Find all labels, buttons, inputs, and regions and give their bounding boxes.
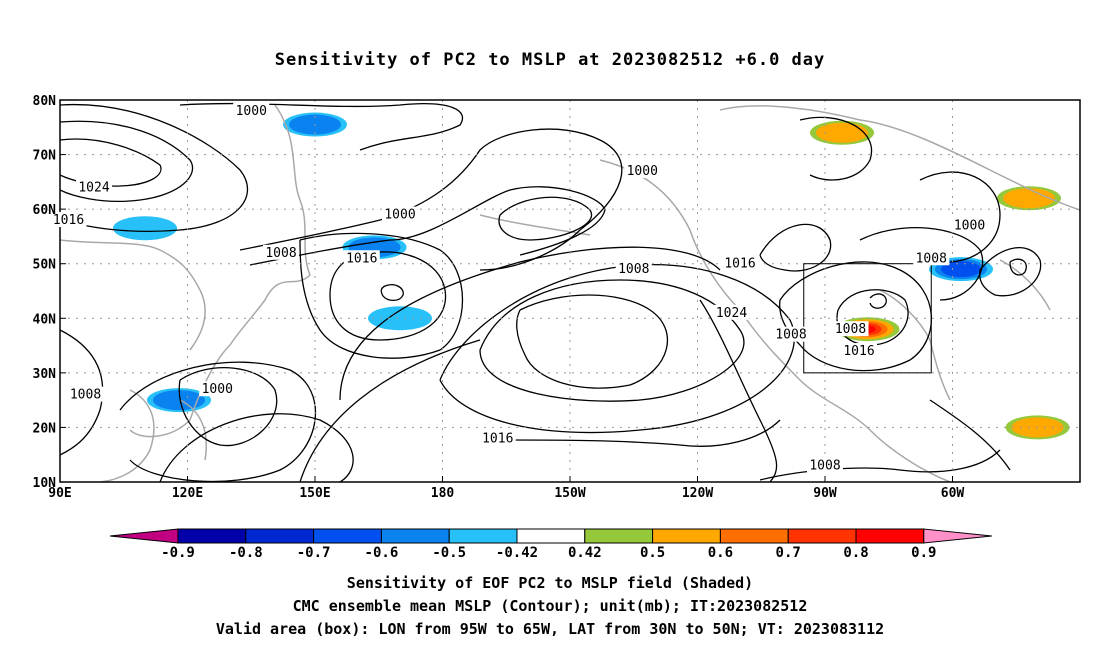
contour-label-bg	[50, 212, 87, 228]
colorbar-label: 0.9	[911, 545, 936, 561]
contour-label-bg	[343, 250, 380, 266]
contour-label-bg	[76, 179, 112, 195]
lat-label: 10N	[33, 476, 57, 491]
contour-label: 1008	[916, 251, 947, 266]
caption-shading: Sensitivity of EOF PC2 to MSLP field (Sh…	[346, 574, 754, 592]
colorbar-segment	[584, 528, 654, 544]
contour-label-bg	[832, 321, 869, 337]
colorbar-max-arrow	[923, 528, 992, 544]
contour-label-bg	[722, 255, 758, 271]
lon-label: 90E	[48, 486, 71, 501]
lat-label: 60N	[33, 203, 57, 218]
mslp-contours	[60, 102, 1042, 482]
lon-label: 150W	[554, 486, 585, 501]
colorbar-label: 0.6	[708, 545, 733, 561]
contour-label: 1000	[202, 382, 233, 397]
colorbar-segment	[245, 528, 315, 544]
lat-label: 50N	[33, 258, 57, 273]
colorbar: -0.9 -0.8 -0.7 -0.6 -0.5 -0.42 0.42 0.5 0.6 0.7 0.…	[109, 528, 992, 561]
colorbar-segment	[380, 528, 450, 544]
contour-label: 1008	[618, 262, 649, 277]
colorbar-segment	[516, 528, 586, 544]
contour-label-bg	[624, 162, 661, 178]
sensitivity-patch	[816, 122, 868, 143]
sensitivity-patch	[368, 306, 432, 331]
contour-labels: 1000 1024 1016 1000 1008 1016 1000 1008 1016 1024…	[50, 102, 988, 474]
colorbar-segment	[719, 528, 789, 544]
lat-label: 40N	[33, 312, 57, 327]
lon-label: 60W	[941, 486, 965, 501]
contour-label: 1016	[346, 251, 377, 266]
contour-label: 1008	[265, 246, 296, 261]
colorbar-segment	[313, 528, 382, 544]
contour-label-bg	[841, 343, 877, 359]
contour-label: 1016	[53, 213, 84, 228]
colorbar-label: -0.7	[297, 545, 331, 561]
sensitivity-shading	[113, 112, 1070, 440]
sensitivity-patch	[941, 261, 981, 278]
colorbar-min-arrow	[109, 528, 179, 544]
colorbar-label: 0.7	[776, 545, 801, 561]
contour-label-bg	[913, 250, 950, 266]
contour-label: 1016	[724, 257, 755, 272]
contour-label-bg	[615, 261, 652, 277]
contour-label: 1016	[482, 431, 513, 446]
contour-label-bg	[951, 217, 988, 233]
sensitivity-patch	[113, 216, 177, 241]
colorbar-label: -0.9	[161, 545, 195, 561]
colorbar-segment	[177, 528, 247, 544]
caption-valid-area: Valid area (box): LON from 95W to 65W, L…	[215, 620, 885, 638]
contour-label: 1024	[78, 180, 109, 195]
contour-label-bg	[67, 386, 104, 402]
coastlines	[60, 104, 1080, 482]
colorbar-label: 0.8	[843, 545, 868, 561]
contour-label-bg	[807, 457, 843, 473]
contour-label: 1008	[835, 322, 866, 337]
lat-label: 70N	[33, 149, 57, 164]
lat-label: 80N	[33, 94, 57, 109]
colorbar-segment	[787, 528, 857, 544]
contour-label-bg	[479, 430, 516, 446]
lon-label: 120W	[682, 486, 713, 501]
contour-label: 1000	[627, 164, 658, 179]
graticule	[60, 100, 1080, 482]
sensitivity-patch	[1003, 188, 1055, 209]
colorbar-segment	[855, 528, 925, 544]
colorbar-label: -0.8	[229, 545, 263, 561]
lat-label: 30N	[33, 367, 57, 382]
contour-label-bg	[263, 244, 299, 260]
colorbar-label: -0.42	[496, 545, 538, 561]
colorbar-label: -0.6	[365, 545, 399, 561]
contour-label-bg	[382, 206, 418, 222]
caption-contour: CMC ensemble mean MSLP (Contour); unit(m…	[292, 597, 808, 615]
lon-label: 150E	[299, 486, 330, 501]
contour-label: 1000	[954, 219, 985, 234]
colorbar-label: -0.5	[432, 545, 466, 561]
lat-label: 20N	[33, 421, 57, 436]
contour-label-bg	[233, 102, 270, 118]
map-title: Sensitivity of PC2 to MSLP at 2023082512…	[274, 50, 826, 70]
contour-label: 1016	[843, 344, 874, 359]
lon-label: 90W	[813, 486, 837, 501]
contour-label: 1008	[809, 459, 840, 474]
contour-label-bg	[773, 326, 809, 342]
valid-area-box	[803, 263, 932, 374]
contour-label: 1024	[716, 306, 747, 321]
colorbar-label: 0.42	[568, 545, 602, 561]
lon-label: 120E	[172, 486, 203, 501]
contour-label-bg	[713, 304, 750, 320]
contour-label: 1000	[384, 208, 415, 223]
sensitivity-patch	[153, 390, 205, 411]
contour-label-bg	[199, 381, 236, 397]
contour-label: 1008	[775, 328, 806, 343]
contour-label: 1000	[236, 104, 267, 119]
colorbar-label: 0.5	[640, 545, 665, 561]
contour-label: 1008	[70, 388, 101, 403]
colorbar-segment	[652, 528, 721, 544]
colorbar-segment	[448, 528, 518, 544]
lon-label: 180	[431, 486, 455, 501]
